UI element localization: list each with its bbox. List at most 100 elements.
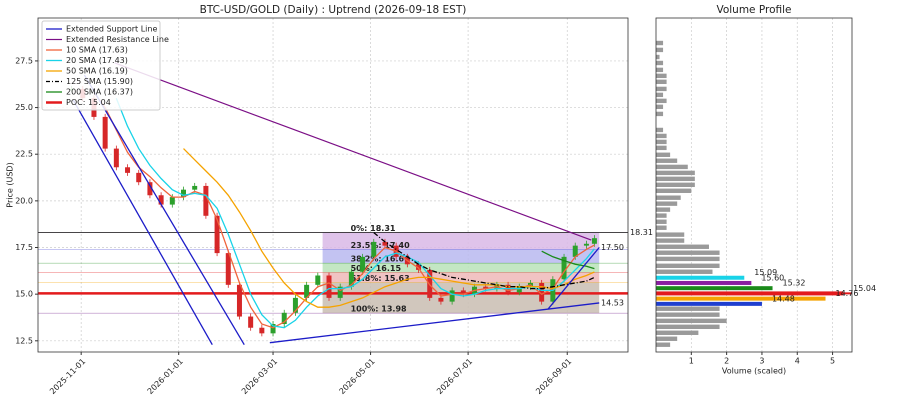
candle (360, 256, 366, 272)
candle (438, 297, 444, 302)
volume-bar (656, 176, 695, 182)
volume-bar (656, 201, 678, 206)
y-tick-label: 27.5 (15, 56, 33, 65)
chart-title: BTC-USD/GOLD (Daily) : Uptrend (2026-09-… (200, 4, 467, 16)
fib-label: 50%: 16.15 (351, 264, 402, 273)
volume-bar (656, 60, 664, 66)
volume-bar (656, 219, 667, 224)
x-axis-label: Volume (scaled) (722, 367, 786, 376)
candle (460, 290, 466, 295)
volume-bar (656, 67, 664, 73)
x-tick-label: 2026-09-01 (534, 357, 573, 396)
x-tick-label: 2025-11-01 (48, 357, 87, 396)
end-label: 14.53 (601, 298, 624, 307)
fib-zone (322, 272, 600, 283)
fib-label: 100%: 13.98 (351, 305, 407, 314)
volume-bar (656, 54, 660, 60)
y-tick-label: 22.5 (15, 150, 33, 159)
x-tick-label: 2 (724, 357, 729, 366)
volume-bar (656, 263, 720, 268)
volume-bar (656, 133, 667, 139)
volume-bar (656, 92, 664, 98)
volume-bar (656, 79, 667, 85)
volume-label: 14.48 (772, 294, 795, 303)
candle (125, 167, 131, 173)
volume-bar (656, 244, 709, 249)
volume-bar (656, 47, 664, 53)
volume-bar (656, 195, 681, 200)
volume-bar (656, 104, 664, 110)
candle (158, 195, 164, 205)
volume-bar-highlight (656, 301, 762, 306)
y-tick-label: 20.0 (15, 196, 33, 205)
candle (225, 253, 231, 285)
volume-bar (656, 318, 727, 324)
volume-bar (656, 330, 699, 335)
volume-bar (656, 164, 688, 170)
high-label: 18.31 (630, 228, 653, 237)
volume-bar (656, 324, 720, 330)
volume-bar (656, 213, 667, 218)
volume-bar (656, 111, 664, 117)
legend-label: Extended Support Line (66, 25, 157, 34)
candle (371, 241, 377, 257)
candle (203, 185, 209, 216)
candle (516, 286, 522, 293)
legend-label: 125 SMA (15.90) (66, 77, 133, 86)
fib-zone (322, 249, 600, 264)
x-tick-label: 3 (759, 357, 764, 366)
plot-frame (655, 17, 853, 353)
candle (449, 290, 455, 302)
volume-bar (656, 158, 678, 163)
volume-bar (656, 73, 667, 79)
fib-zone (322, 232, 600, 250)
volume-label: 15.04 (853, 284, 876, 293)
volume-bar (656, 336, 678, 341)
volume-label: 15.09 (754, 268, 777, 277)
y-tick-label: 15.0 (15, 290, 33, 299)
candle (192, 185, 198, 190)
volume-bar-highlight (656, 280, 752, 285)
candle (539, 282, 545, 302)
candle (292, 297, 298, 313)
volume-bar (656, 139, 667, 145)
fib-label: 61.8%: 15.63 (351, 274, 410, 283)
candle (136, 172, 142, 183)
sma-line (373, 232, 595, 290)
volume-bar-highlight (656, 286, 773, 291)
volume-bar-highlight (656, 291, 844, 296)
legend-box (41, 20, 161, 111)
y-tick-label: 12.5 (15, 336, 33, 345)
legend-label: POC: 15.04 (66, 98, 111, 107)
volume-bar (656, 232, 685, 237)
candle (348, 271, 354, 287)
candle (248, 316, 254, 328)
x-tick-label: 2026-01-01 (146, 357, 185, 396)
volume-bar (656, 170, 695, 176)
volume-bar (656, 86, 667, 92)
resistance-line (114, 62, 592, 241)
legend-label: Extended Resistance Line (66, 35, 169, 44)
fib-label: 38.2%: 16.66 (351, 255, 410, 264)
candle (591, 238, 597, 244)
volume-label: 15.32 (783, 279, 806, 288)
candle (483, 286, 489, 289)
fib-label: 0%: 18.31 (351, 224, 396, 233)
volume-label: 14.76 (836, 289, 859, 298)
volume-bar (656, 250, 720, 255)
volume-bar (656, 145, 667, 151)
end-label: 17.50 (601, 243, 624, 252)
volume-bar-highlight (656, 275, 745, 280)
legend-label: 50 SMA (16.19) (66, 67, 128, 76)
volume-bar (656, 182, 695, 188)
volume-bar (656, 98, 667, 104)
candle (416, 264, 422, 270)
volume-bar (656, 256, 720, 262)
candle (326, 275, 332, 298)
volume-label: 15.60 (761, 273, 784, 282)
support-line (83, 74, 245, 346)
candle (583, 243, 589, 246)
sma-line (115, 97, 595, 329)
